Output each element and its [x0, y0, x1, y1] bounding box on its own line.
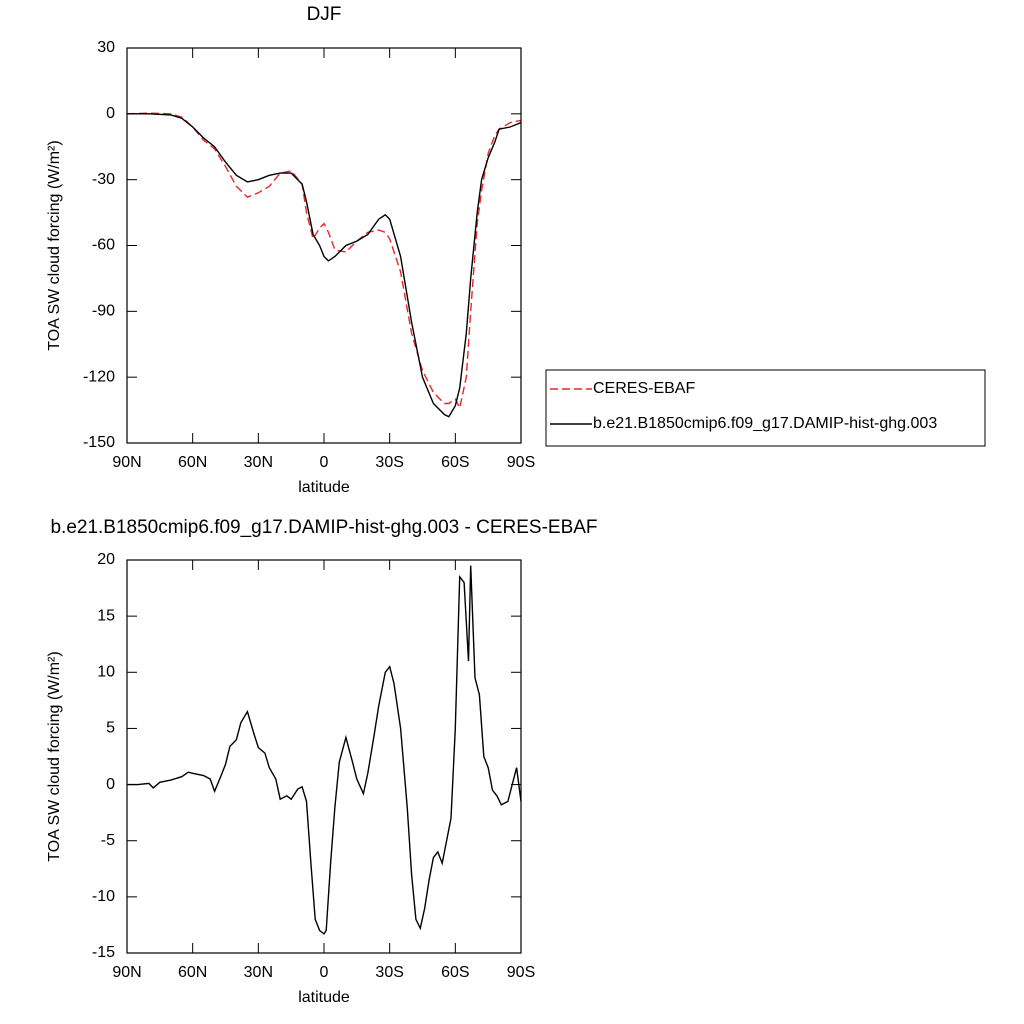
y-axis-label: TOA SW cloud forcing (W/m²)	[46, 651, 63, 861]
y-tick-label: -150	[83, 434, 115, 451]
data-line	[126, 112, 522, 410]
legend-box	[545, 369, 986, 447]
y-tick-label: 0	[106, 776, 115, 793]
legend-label: CERES-EBAF	[593, 380, 695, 397]
y-tick-label: -10	[92, 888, 115, 905]
x-tick-label: 60N	[178, 454, 207, 471]
data-line	[127, 565, 522, 935]
y-tick-label: 5	[106, 720, 115, 737]
x-tick-label: 90S	[507, 964, 535, 981]
y-axis-label: TOA SW cloud forcing (W/m²)	[46, 140, 63, 350]
x-tick-label: 60S	[441, 454, 469, 471]
x-tick-label: 90N	[112, 454, 141, 471]
x-tick-label: 30N	[244, 454, 273, 471]
x-tick-label: 90S	[507, 454, 535, 471]
y-tick-label: -5	[101, 832, 115, 849]
x-tick-label: 90N	[112, 964, 141, 981]
y-tick-label: 30	[97, 39, 115, 56]
x-tick-label: 60S	[441, 964, 469, 981]
y-tick-label: 20	[97, 551, 115, 568]
x-tick-label: 0	[320, 964, 329, 981]
y-tick-label: -60	[92, 237, 115, 254]
chart-title: DJF	[307, 4, 342, 25]
y-tick-label: 10	[97, 664, 115, 681]
y-tick-label: -30	[92, 171, 115, 188]
y-tick-label: 0	[106, 105, 115, 122]
plot-frame	[126, 47, 522, 444]
data-line	[127, 113, 522, 418]
x-tick-label: 30N	[244, 964, 273, 981]
y-tick-label: -15	[92, 944, 115, 961]
plot-frame	[126, 559, 522, 954]
x-tick-label: 30S	[375, 964, 403, 981]
legend-label: b.e21.B1850cmip6.f09_g17.DAMIP-hist-ghg.…	[593, 415, 937, 432]
x-tick-label: 30S	[375, 454, 403, 471]
y-tick-label: -90	[92, 303, 115, 320]
x-axis-label: latitude	[298, 479, 350, 496]
y-tick-label: -120	[83, 368, 115, 385]
x-tick-label: 60N	[178, 964, 207, 981]
x-tick-label: 0	[320, 454, 329, 471]
y-tick-label: 15	[97, 607, 115, 624]
x-axis-label: latitude	[298, 989, 350, 1006]
chart-title: b.e21.B1850cmip6.f09_g17.DAMIP-hist-ghg.…	[50, 517, 597, 538]
